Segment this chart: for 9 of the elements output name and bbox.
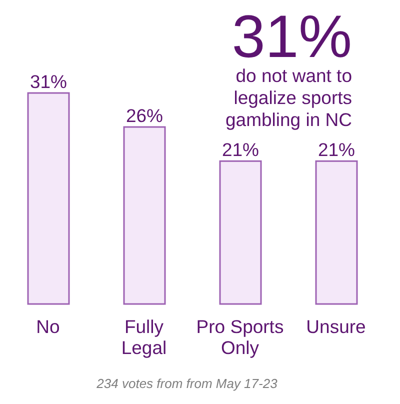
- data-label: 26%: [126, 105, 164, 126]
- x-tick-label: Fully Legal: [121, 316, 167, 358]
- x-tick-label: Pro Sports Only: [196, 316, 284, 358]
- x-tick-label: No: [36, 316, 60, 337]
- text: 234 votes from from May 17-23: [96, 376, 278, 391]
- x-tick-label: Unsure: [306, 316, 366, 337]
- data-label: 21%: [222, 139, 260, 160]
- data-label: 21%: [318, 139, 356, 160]
- data-label: 31%: [30, 71, 68, 92]
